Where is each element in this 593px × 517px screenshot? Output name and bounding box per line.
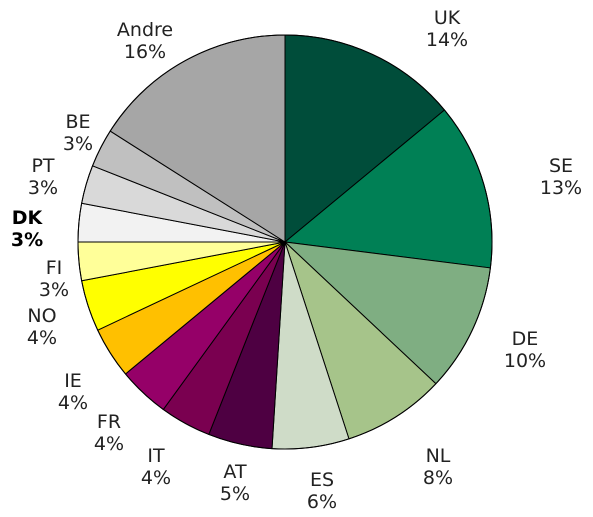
slice-label-name: UK — [434, 7, 461, 29]
slice-label-percent: 3% — [39, 279, 69, 301]
slice-label-fr: FR 4% — [94, 411, 124, 455]
slice-label-name: NO — [27, 305, 56, 327]
pie-labels: UK 14%SE 13%DE 10%NL 8%ES 6%AT 5%IT 4%FR 4%IE 4%N… — [11, 7, 582, 513]
slice-label-de: DE 10% — [504, 328, 546, 372]
slice-label-name: BE — [65, 111, 90, 133]
slice-label-es: ES 6% — [307, 469, 337, 513]
slice-label-it: IT 4% — [141, 445, 171, 489]
slice-label-percent: 3% — [63, 133, 93, 155]
slice-label-percent: 4% — [58, 392, 88, 414]
slice-label-ie: IE 4% — [58, 370, 88, 414]
slice-label-be: BE 3% — [63, 111, 93, 155]
slice-label-percent: 8% — [423, 467, 453, 489]
slice-label-name: IE — [64, 370, 82, 392]
slice-label-name: FR — [97, 411, 121, 433]
slice-label-percent: 4% — [94, 433, 124, 455]
slice-label-se: SE 13% — [540, 155, 582, 199]
slice-label-name: IT — [147, 445, 165, 467]
slice-label-name: PT — [31, 155, 54, 177]
slice-label-name: AT — [223, 461, 247, 483]
pie-outline — [77, 34, 493, 450]
slice-label-nl: NL 8% — [423, 445, 453, 489]
slice-label-percent: 4% — [27, 327, 57, 349]
slice-label-uk: UK 14% — [426, 7, 468, 51]
slice-label-pt: PT 3% — [28, 155, 58, 199]
slice-label-dk: DK 3% — [11, 207, 44, 251]
slice-label-name: DE — [512, 328, 539, 350]
slice-label-percent: 3% — [28, 177, 58, 199]
slice-label-percent: 6% — [307, 491, 337, 513]
pie-slices — [77, 34, 493, 450]
slice-label-percent: 3% — [11, 229, 43, 251]
slice-label-fi: FI 3% — [39, 257, 69, 301]
slice-label-name: FI — [46, 257, 63, 279]
slice-label-andre: Andre 16% — [117, 19, 173, 63]
slice-label-percent: 5% — [220, 483, 250, 505]
slice-label-name: Andre — [117, 19, 173, 41]
slice-label-percent: 16% — [124, 41, 166, 63]
slice-label-percent: 13% — [540, 177, 582, 199]
slice-label-percent: 4% — [141, 467, 171, 489]
slice-label-name: NL — [426, 445, 451, 467]
slice-label-no: NO 4% — [27, 305, 57, 349]
slice-label-at: AT 5% — [220, 461, 250, 505]
slice-label-percent: 10% — [504, 350, 546, 372]
slice-label-name: DK — [12, 207, 44, 229]
slice-label-name: SE — [549, 155, 573, 177]
slice-label-name: ES — [310, 469, 334, 491]
slice-label-percent: 14% — [426, 29, 468, 51]
